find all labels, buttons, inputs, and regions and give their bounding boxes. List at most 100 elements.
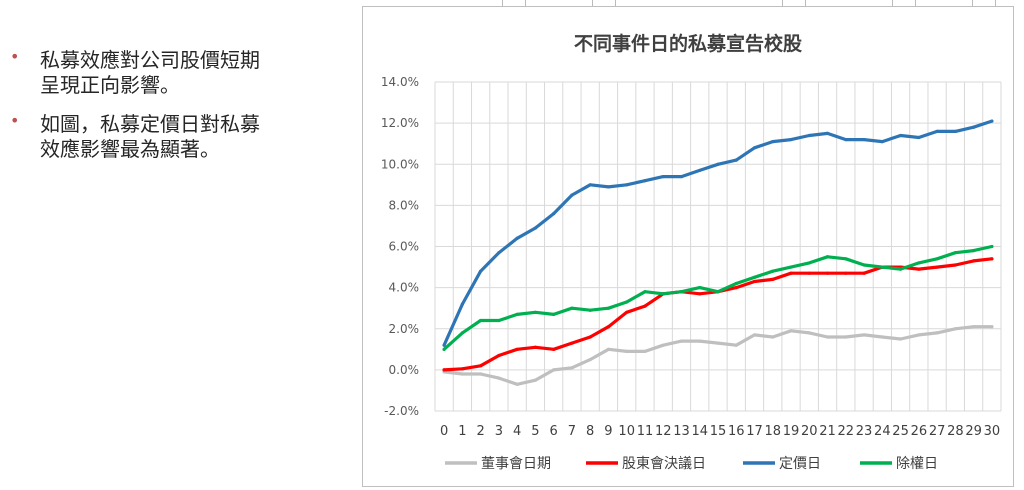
x-tick-label: 1 [458, 424, 466, 439]
data-point [716, 341, 720, 345]
data-point [972, 249, 976, 253]
data-point [844, 257, 848, 261]
data-point [935, 257, 939, 261]
data-point [497, 251, 501, 255]
data-point [844, 335, 848, 339]
legend-label: 除權日 [896, 456, 938, 472]
data-point [953, 263, 957, 267]
x-tick-label: 22 [838, 424, 855, 439]
data-point [552, 312, 556, 316]
data-point [716, 290, 720, 294]
data-point [625, 349, 629, 353]
data-point [752, 279, 757, 284]
data-point [661, 174, 665, 179]
data-point [625, 300, 629, 304]
x-tick-label: 2 [477, 424, 485, 439]
y-tick-label: 0.0% [389, 363, 420, 377]
x-tick-label: 4 [513, 424, 521, 439]
y-tick-label: 10.0% [381, 157, 419, 171]
data-point [807, 133, 811, 138]
data-point [570, 366, 574, 370]
data-point [734, 158, 738, 162]
data-point [661, 292, 665, 296]
data-point [734, 281, 738, 286]
data-point [716, 162, 720, 166]
data-point [588, 357, 592, 362]
data-point [734, 286, 738, 290]
bullet-text: 如圖，私募定價日對私募 效應影響最為顯著。 [40, 112, 260, 161]
data-point [807, 331, 811, 335]
data-point [643, 179, 647, 183]
x-tick-label: 24 [874, 424, 891, 439]
data-point [606, 347, 611, 351]
data-point [990, 244, 994, 249]
legend-label: 股東會決議日 [622, 455, 706, 472]
bullet-list: • 私募效應對公司股價短期 呈現正向影響。 • 如圖，私募定價日對私募 效應影響… [0, 47, 340, 176]
data-point [752, 333, 757, 337]
data-point [442, 368, 446, 372]
chart-title: 不同事件日的私募宣告校股 [574, 32, 802, 55]
data-point [734, 343, 738, 347]
data-point [953, 129, 957, 133]
data-point [643, 290, 647, 294]
data-point [533, 226, 538, 230]
data-point [825, 271, 830, 275]
data-point [479, 372, 483, 376]
data-point [497, 318, 501, 323]
y-tick-label: 8.0% [389, 198, 420, 212]
x-tick-label: 8 [586, 424, 594, 439]
y-tick-label: 6.0% [389, 240, 420, 254]
bullet-item: • 私募效應對公司股價短期 呈現正向影響。 [0, 47, 340, 98]
data-point [917, 135, 921, 140]
x-tick-label: 20 [801, 424, 818, 439]
x-tick-label: 26 [911, 424, 928, 439]
y-tick-label: 14.0% [381, 75, 419, 89]
data-point [807, 261, 811, 265]
data-point [460, 302, 464, 306]
x-tick-label: 30 [984, 424, 1001, 439]
x-tick-label: 15 [710, 424, 727, 439]
data-point [844, 137, 848, 142]
data-point [771, 269, 775, 273]
x-tick-label: 17 [746, 424, 763, 439]
line-chart: 不同事件日的私募宣告校股 -2.0% 0.0% 2.0% 4.0% 6.0% 8.0% 10… [381, 32, 1002, 472]
data-point [862, 263, 866, 267]
data-point [679, 290, 684, 294]
x-tick-label: 10 [618, 424, 635, 439]
data-point [825, 335, 830, 339]
data-point [807, 271, 811, 275]
data-point [898, 133, 903, 138]
data-point [990, 119, 994, 123]
x-tick-label: 5 [531, 424, 539, 439]
data-point [643, 349, 647, 353]
data-point [515, 312, 519, 316]
data-point [515, 236, 519, 240]
data-point [515, 382, 519, 386]
data-point [679, 339, 684, 343]
x-tick-label: 27 [929, 424, 946, 439]
x-tick-label: 16 [728, 424, 745, 439]
x-tick-label: 9 [604, 424, 612, 439]
data-point [789, 271, 793, 275]
bullet-marker: • [10, 111, 20, 130]
data-point [606, 185, 611, 189]
data-point [479, 269, 483, 273]
data-point [570, 306, 574, 310]
data-point [771, 277, 775, 281]
data-point [935, 265, 939, 269]
data-point [698, 168, 702, 173]
data-point [570, 341, 574, 345]
data-point [588, 335, 592, 339]
data-point [479, 364, 483, 368]
y-tick-label: 4.0% [389, 281, 420, 295]
data-point [570, 193, 574, 197]
data-point [771, 140, 775, 144]
data-point [880, 265, 884, 269]
data-point [752, 275, 757, 279]
data-point [935, 129, 939, 133]
data-point [825, 131, 830, 136]
x-tick-label: 6 [550, 424, 558, 439]
data-point [953, 327, 957, 331]
data-point [533, 310, 538, 314]
data-point [771, 335, 775, 339]
